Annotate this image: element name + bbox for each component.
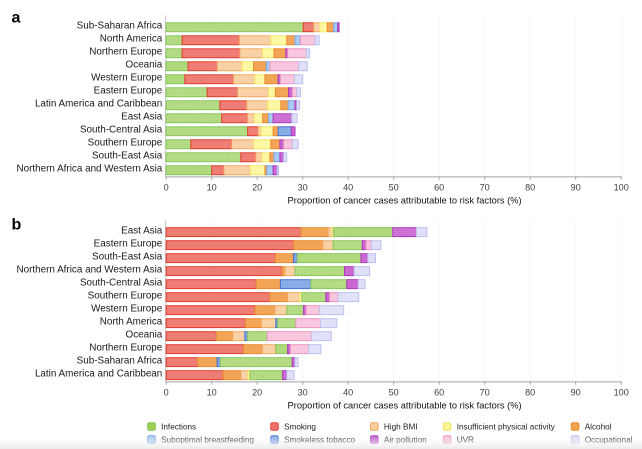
svg-text:Eastern Europe: Eastern Europe: [94, 86, 163, 97]
svg-text:20: 20: [252, 387, 262, 397]
svg-text:80: 80: [525, 182, 535, 192]
svg-text:Western Europe: Western Europe: [91, 304, 163, 315]
svg-text:Southern Europe: Southern Europe: [88, 138, 163, 149]
svg-text:South-East Asia: South-East Asia: [92, 252, 163, 263]
svg-text:Alcohol: Alcohol: [585, 422, 612, 431]
svg-text:60: 60: [434, 182, 444, 192]
svg-text:Insufficient physical activity: Insufficient physical activity: [457, 422, 556, 431]
svg-text:Sub-Saharan Africa: Sub-Saharan Africa: [77, 21, 163, 32]
svg-text:High BMI: High BMI: [384, 422, 418, 431]
svg-text:Oceania: Oceania: [126, 330, 163, 341]
svg-text:Oceania: Oceania: [126, 60, 163, 71]
svg-text:Proportion of cancer cases att: Proportion of cancer cases attributable …: [288, 401, 522, 411]
svg-text:0: 0: [164, 387, 169, 397]
svg-text:10: 10: [207, 387, 217, 397]
svg-text:Infections: Infections: [161, 422, 196, 431]
svg-text:South-Central Asia: South-Central Asia: [80, 125, 163, 136]
svg-text:Western Europe: Western Europe: [91, 73, 163, 84]
svg-text:Northern Africa and Western As: Northern Africa and Western Asia: [16, 164, 162, 175]
svg-text:50: 50: [389, 387, 399, 397]
svg-text:40: 40: [343, 182, 353, 192]
svg-text:Southern Europe: Southern Europe: [88, 291, 163, 302]
svg-text:Northern Africa and Western As: Northern Africa and Western Asia: [16, 265, 162, 276]
svg-text:Sub-Saharan Africa: Sub-Saharan Africa: [77, 356, 163, 367]
svg-text:80: 80: [525, 387, 535, 397]
svg-text:90: 90: [571, 387, 581, 397]
svg-text:0: 0: [164, 182, 169, 192]
svg-text:b: b: [12, 216, 22, 233]
svg-text:70: 70: [480, 182, 490, 192]
svg-text:East Asia: East Asia: [121, 226, 163, 237]
svg-text:50: 50: [389, 182, 399, 192]
svg-text:Smoking: Smoking: [284, 422, 316, 431]
svg-text:40: 40: [343, 387, 353, 397]
svg-text:70: 70: [480, 387, 490, 397]
svg-text:Eastern Europe: Eastern Europe: [94, 239, 163, 250]
svg-text:30: 30: [298, 182, 308, 192]
svg-text:90: 90: [571, 182, 581, 192]
svg-text:a: a: [12, 10, 21, 27]
svg-text:100: 100: [614, 182, 629, 192]
svg-text:30: 30: [298, 387, 308, 397]
svg-text:Latin America and Caribbean: Latin America and Caribbean: [35, 369, 162, 380]
svg-text:Northern Europe: Northern Europe: [89, 47, 163, 58]
svg-text:20: 20: [252, 182, 262, 192]
svg-text:Proportion of cancer cases att: Proportion of cancer cases attributable …: [288, 196, 522, 206]
svg-text:100: 100: [614, 387, 629, 397]
svg-text:North America: North America: [100, 317, 163, 328]
svg-text:Northern Europe: Northern Europe: [89, 343, 163, 354]
svg-text:10: 10: [207, 182, 217, 192]
svg-text:North America: North America: [100, 34, 163, 45]
svg-text:Latin America and Caribbean: Latin America and Caribbean: [35, 99, 162, 110]
svg-text:South-Central Asia: South-Central Asia: [80, 278, 163, 289]
svg-text:East Asia: East Asia: [121, 112, 163, 123]
svg-text:60: 60: [434, 387, 444, 397]
svg-text:South-East Asia: South-East Asia: [92, 151, 163, 162]
